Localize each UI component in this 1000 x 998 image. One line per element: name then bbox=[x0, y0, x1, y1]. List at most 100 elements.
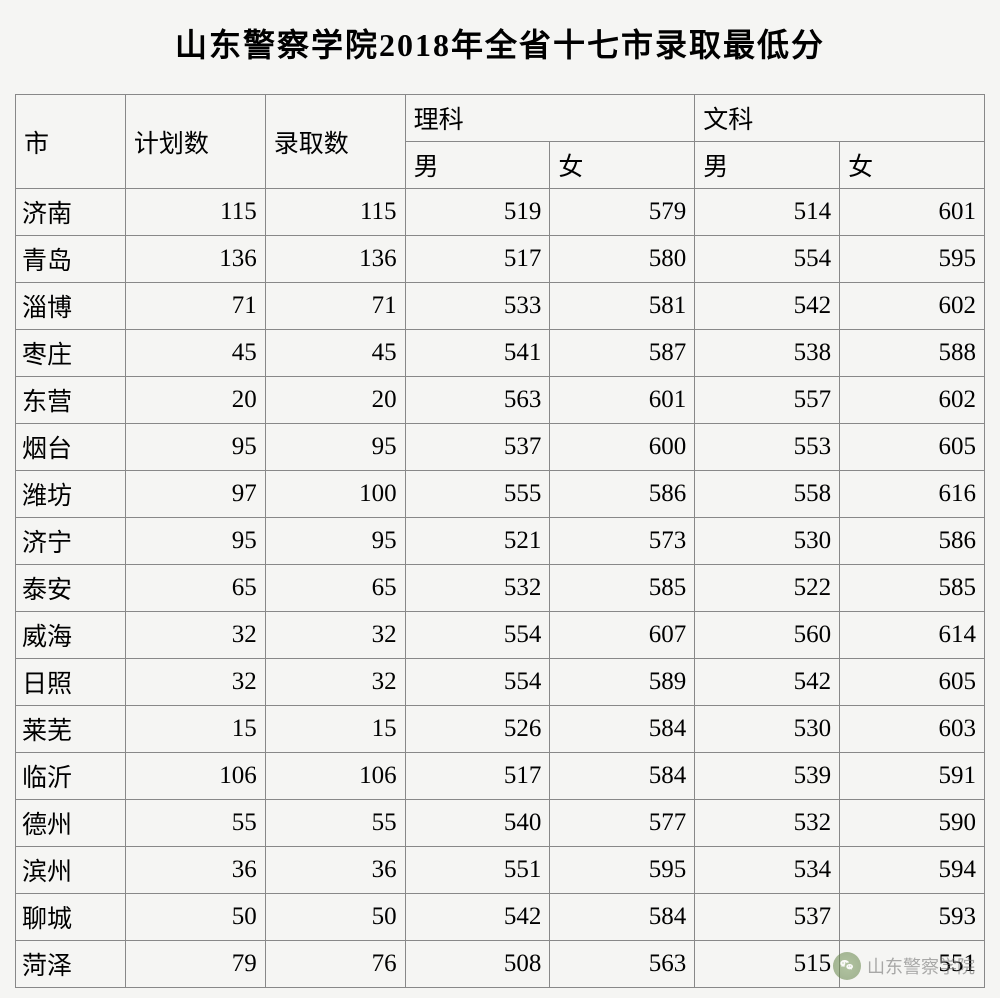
table-body: 济南115115519579514601青岛136136517580554595… bbox=[16, 189, 985, 988]
col-sci-female: 女 bbox=[550, 142, 695, 189]
cell-city: 日照 bbox=[16, 659, 126, 706]
table-row: 潍坊97100555586558616 bbox=[16, 471, 985, 518]
cell-admit: 36 bbox=[265, 847, 405, 894]
cell-art-m: 538 bbox=[695, 330, 840, 377]
cell-art-f: 594 bbox=[840, 847, 985, 894]
col-science: 理科 bbox=[405, 95, 695, 142]
wechat-icon bbox=[833, 952, 861, 980]
cell-art-f: 605 bbox=[840, 659, 985, 706]
cell-admit: 45 bbox=[265, 330, 405, 377]
cell-sci-m: 554 bbox=[405, 659, 550, 706]
cell-sci-f: 601 bbox=[550, 377, 695, 424]
cell-art-f: 614 bbox=[840, 612, 985, 659]
cell-art-m: 537 bbox=[695, 894, 840, 941]
cell-art-f: 595 bbox=[840, 236, 985, 283]
header-row-1: 市 计划数 录取数 理科 文科 bbox=[16, 95, 985, 142]
cell-sci-m: 517 bbox=[405, 236, 550, 283]
cell-sci-m: 555 bbox=[405, 471, 550, 518]
cell-art-f: 601 bbox=[840, 189, 985, 236]
cell-sci-f: 595 bbox=[550, 847, 695, 894]
table-row: 日照3232554589542605 bbox=[16, 659, 985, 706]
cell-admit: 106 bbox=[265, 753, 405, 800]
cell-admit: 55 bbox=[265, 800, 405, 847]
cell-city: 聊城 bbox=[16, 894, 126, 941]
cell-city: 济南 bbox=[16, 189, 126, 236]
table-row: 烟台9595537600553605 bbox=[16, 424, 985, 471]
cell-art-f: 590 bbox=[840, 800, 985, 847]
cell-city: 莱芜 bbox=[16, 706, 126, 753]
cell-sci-f: 584 bbox=[550, 894, 695, 941]
cell-sci-f: 577 bbox=[550, 800, 695, 847]
cell-admit: 32 bbox=[265, 659, 405, 706]
cell-sci-f: 563 bbox=[550, 941, 695, 988]
cell-art-m: 522 bbox=[695, 565, 840, 612]
cell-art-m: 554 bbox=[695, 236, 840, 283]
col-art-female: 女 bbox=[840, 142, 985, 189]
cell-city: 滨州 bbox=[16, 847, 126, 894]
cell-art-m: 534 bbox=[695, 847, 840, 894]
col-admit: 录取数 bbox=[265, 95, 405, 189]
table-row: 东营2020563601557602 bbox=[16, 377, 985, 424]
cell-art-f: 602 bbox=[840, 377, 985, 424]
col-arts: 文科 bbox=[695, 95, 985, 142]
cell-sci-m: 541 bbox=[405, 330, 550, 377]
cell-art-m: 532 bbox=[695, 800, 840, 847]
cell-sci-f: 581 bbox=[550, 283, 695, 330]
cell-sci-m: 563 bbox=[405, 377, 550, 424]
cell-sci-m: 519 bbox=[405, 189, 550, 236]
cell-admit: 71 bbox=[265, 283, 405, 330]
cell-sci-m: 526 bbox=[405, 706, 550, 753]
cell-art-f: 588 bbox=[840, 330, 985, 377]
table-row: 青岛136136517580554595 bbox=[16, 236, 985, 283]
cell-admit: 76 bbox=[265, 941, 405, 988]
table-row: 泰安6565532585522585 bbox=[16, 565, 985, 612]
cell-sci-m: 540 bbox=[405, 800, 550, 847]
cell-art-m: 515 bbox=[695, 941, 840, 988]
cell-city: 潍坊 bbox=[16, 471, 126, 518]
cell-sci-m: 551 bbox=[405, 847, 550, 894]
cell-admit: 15 bbox=[265, 706, 405, 753]
cell-art-m: 558 bbox=[695, 471, 840, 518]
cell-city: 青岛 bbox=[16, 236, 126, 283]
cell-city: 枣庄 bbox=[16, 330, 126, 377]
cell-art-m: 530 bbox=[695, 518, 840, 565]
cell-city: 淄博 bbox=[16, 283, 126, 330]
cell-art-m: 553 bbox=[695, 424, 840, 471]
cell-sci-m: 532 bbox=[405, 565, 550, 612]
table-row: 滨州3636551595534594 bbox=[16, 847, 985, 894]
cell-sci-f: 589 bbox=[550, 659, 695, 706]
cell-city: 威海 bbox=[16, 612, 126, 659]
cell-sci-m: 542 bbox=[405, 894, 550, 941]
table-row: 枣庄4545541587538588 bbox=[16, 330, 985, 377]
cell-sci-f: 579 bbox=[550, 189, 695, 236]
table-row: 莱芜1515526584530603 bbox=[16, 706, 985, 753]
cell-art-f: 603 bbox=[840, 706, 985, 753]
cell-sci-m: 537 bbox=[405, 424, 550, 471]
cell-art-f: 591 bbox=[840, 753, 985, 800]
cell-sci-m: 554 bbox=[405, 612, 550, 659]
cell-plan: 65 bbox=[125, 565, 265, 612]
cell-art-f: 602 bbox=[840, 283, 985, 330]
cell-plan: 71 bbox=[125, 283, 265, 330]
cell-city: 烟台 bbox=[16, 424, 126, 471]
page-title: 山东警察学院2018年全省十七市录取最低分 bbox=[15, 20, 985, 66]
cell-plan: 95 bbox=[125, 424, 265, 471]
col-sci-male: 男 bbox=[405, 142, 550, 189]
cell-plan: 95 bbox=[125, 518, 265, 565]
cell-city: 泰安 bbox=[16, 565, 126, 612]
cell-admit: 95 bbox=[265, 424, 405, 471]
cell-sci-f: 584 bbox=[550, 706, 695, 753]
cell-art-m: 542 bbox=[695, 283, 840, 330]
cell-sci-m: 533 bbox=[405, 283, 550, 330]
cell-art-f: 605 bbox=[840, 424, 985, 471]
cell-admit: 100 bbox=[265, 471, 405, 518]
cell-plan: 115 bbox=[125, 189, 265, 236]
cell-art-f: 585 bbox=[840, 565, 985, 612]
cell-plan: 136 bbox=[125, 236, 265, 283]
cell-admit: 95 bbox=[265, 518, 405, 565]
cell-plan: 32 bbox=[125, 659, 265, 706]
cell-sci-f: 573 bbox=[550, 518, 695, 565]
cell-plan: 15 bbox=[125, 706, 265, 753]
cell-admit: 32 bbox=[265, 612, 405, 659]
col-city: 市 bbox=[16, 95, 126, 189]
